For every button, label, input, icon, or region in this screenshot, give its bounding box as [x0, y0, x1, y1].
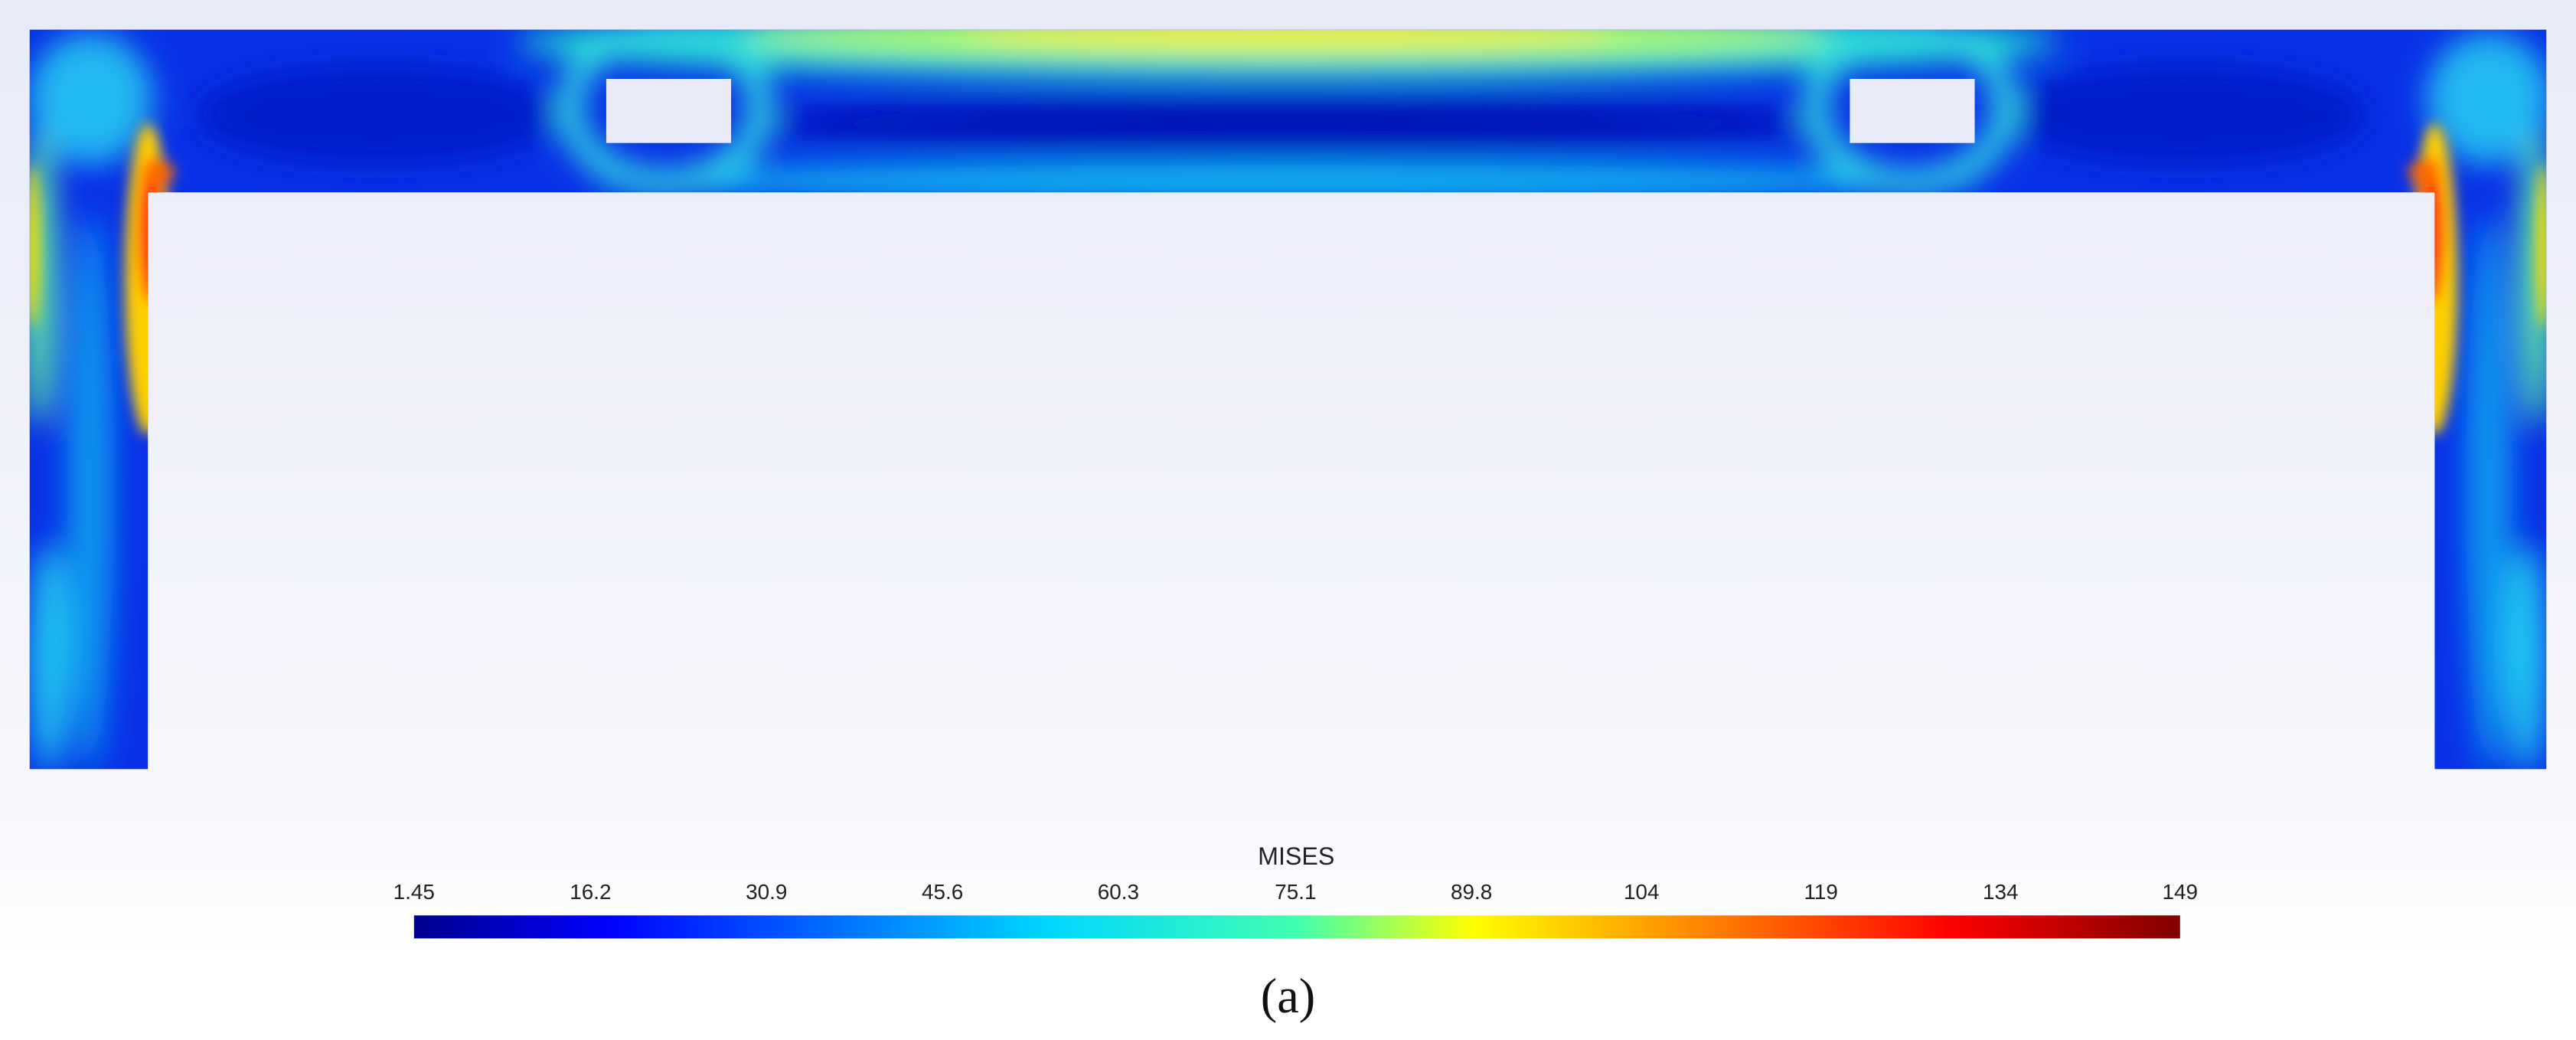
colorbar-tick-label: 1.45	[393, 880, 435, 904]
colorbar-tick-label: 60.3	[1098, 880, 1139, 904]
hole	[606, 79, 731, 143]
colorbar-tick-label: 89.8	[1451, 880, 1492, 904]
colorbar-tick-label: 45.6	[922, 880, 963, 904]
colorbar-tick-label: 75.1	[1275, 880, 1316, 904]
colorbar	[413, 915, 2180, 939]
colorbar-tick-label: 119	[1804, 880, 1838, 904]
hole	[1850, 79, 1975, 143]
colorbar-tick-label: 149	[2163, 880, 2199, 904]
colorbar-tick-label: 134	[1983, 880, 2019, 904]
colorbar-tick-label: 16.2	[570, 880, 611, 904]
colorbar-tick-label: 30.9	[746, 880, 787, 904]
colorbar-tick-label: 104	[1624, 880, 1660, 904]
caption: (a)	[1261, 969, 1315, 1023]
colorbar-title: MISES	[1258, 842, 1334, 870]
